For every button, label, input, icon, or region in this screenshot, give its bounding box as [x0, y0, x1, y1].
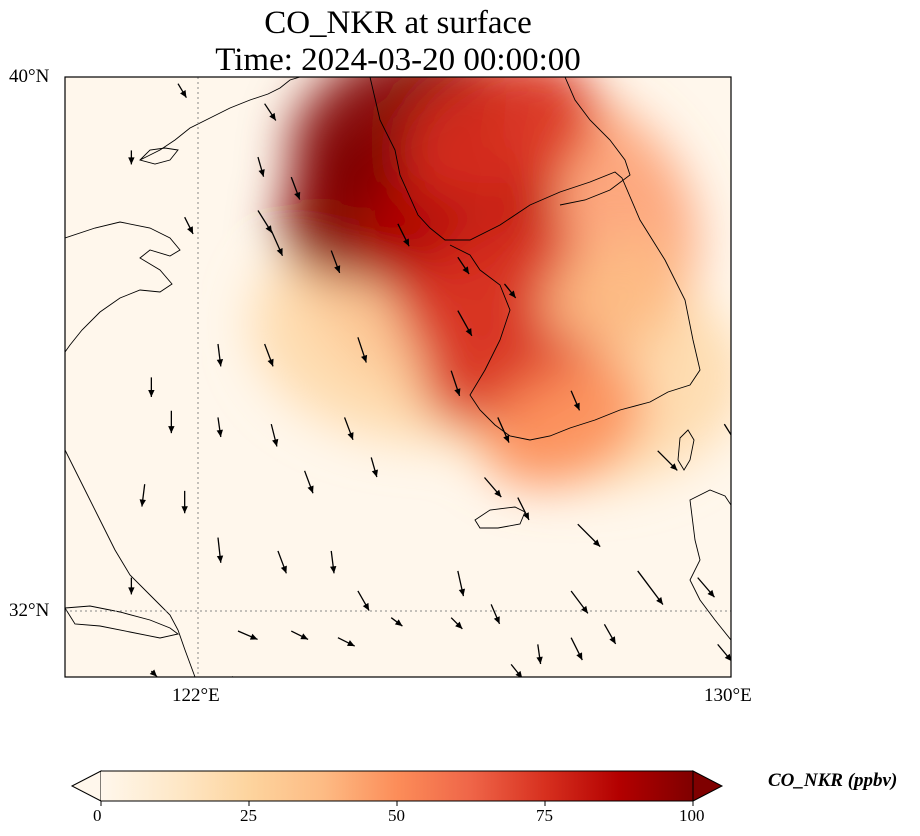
wind-arrow [237, 630, 258, 641]
wind-arrow [168, 410, 175, 434]
wind-arrow [450, 370, 461, 397]
coastline-yangtze [65, 605, 180, 639]
wind-arrow [517, 497, 530, 521]
coastline-bohai-north [139, 77, 301, 161]
colorbar-tick-50: 50 [388, 806, 405, 825]
wind-arrow [723, 423, 731, 436]
coastline-kyushu [689, 489, 731, 641]
lat-tick-40n: 40°N [9, 66, 50, 87]
wind-arrow [330, 550, 337, 574]
coastline-liaodong [65, 221, 181, 353]
wind-arrow [216, 343, 224, 367]
wind-arrow [570, 390, 581, 411]
wind-arrow [264, 343, 274, 367]
wind-arrow [657, 450, 678, 471]
wind-arrow [257, 156, 265, 177]
wind-arrow [216, 417, 223, 438]
plume-blob-3 [402, 77, 594, 205]
wind-arrow [570, 590, 589, 614]
wind-arrow [149, 669, 158, 677]
wind-arrow [148, 377, 155, 397]
wind-arrow [390, 617, 403, 627]
wind-arrow [483, 477, 502, 498]
wind-arrow [357, 337, 368, 363]
coastline-shandong [139, 147, 179, 165]
wind-arrow [503, 283, 517, 299]
wind-arrow [128, 577, 135, 595]
coastline-jeju [474, 506, 526, 529]
lon-tick-130e: 130°E [704, 685, 752, 706]
wind-arrow [337, 637, 356, 647]
colorbar-tick-0: 0 [93, 806, 102, 825]
wind-arrow [177, 83, 187, 99]
coastline-tsushima [677, 429, 695, 471]
wind-arrow [270, 423, 279, 447]
wind-arrow [357, 590, 370, 611]
wind-arrow [290, 176, 301, 200]
wind-arrow [717, 643, 731, 662]
wind-arrow [457, 256, 470, 275]
map-frame [64, 76, 732, 678]
coastline-china-east [65, 449, 196, 677]
wind-arrow [290, 630, 309, 641]
lat-tick-32n: 32°N [9, 600, 50, 621]
coastline-korea-west [369, 77, 701, 441]
map-title: CO_NKR at surface [264, 5, 532, 41]
wind-arrow [270, 230, 284, 256]
colorbar-tick-75: 75 [536, 806, 553, 825]
wind-arrow [303, 470, 314, 494]
wind-arrow [536, 644, 543, 665]
wind-arrow [497, 417, 510, 443]
wind-arrow [343, 417, 354, 441]
wind-arrow [570, 637, 583, 661]
wind-arrow [397, 223, 410, 247]
lon-tick-122e: 122°E [172, 685, 220, 706]
wind-arrow [277, 550, 287, 574]
colorbar-tick-100: 100 [679, 806, 705, 825]
wind-arrow [450, 617, 463, 630]
colorbar-min-extend [70, 770, 102, 802]
wind-arrow [181, 490, 188, 514]
wind-arrow [257, 210, 273, 234]
wind-arrow [216, 537, 224, 563]
wind-arrow [490, 604, 501, 625]
wind-arrow [139, 484, 146, 507]
wind-arrow [128, 150, 135, 165]
wind-arrow [603, 624, 617, 645]
map-panel [64, 76, 732, 678]
colorbar-gradient [101, 771, 693, 801]
map-time-subtitle: Time: 2024-03-20 00:00:00 [215, 42, 581, 78]
wind-arrow [457, 310, 473, 337]
wind-arrow [330, 250, 341, 274]
colorbar-max-extend [692, 770, 724, 802]
wind-arrow [577, 523, 601, 548]
colorbar-tick-25: 25 [240, 806, 257, 825]
wind-arrow [264, 103, 277, 121]
plume-blob-7 [540, 235, 682, 346]
coastline-korea-north [559, 77, 631, 206]
wind-arrow [370, 457, 378, 478]
colorbar-label: CO_NKR (ppbv) [768, 770, 898, 791]
wind-arrow [184, 216, 194, 235]
plume-blob-6 [484, 361, 645, 487]
wind-arrow [697, 577, 715, 598]
wind-arrow [510, 663, 523, 677]
wind-arrow [457, 570, 466, 597]
wind-arrow [637, 570, 664, 605]
